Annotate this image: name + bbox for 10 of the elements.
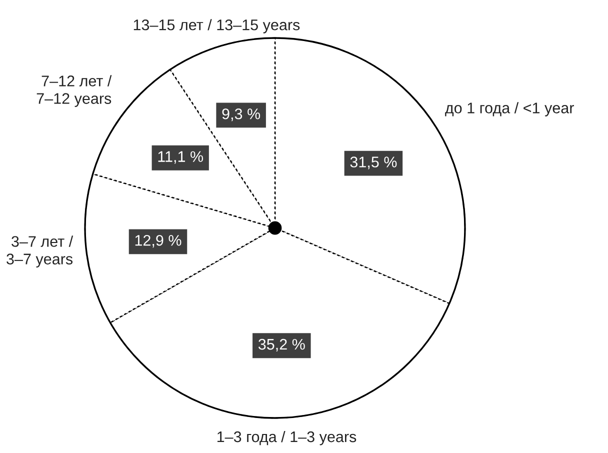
slice-label: 13–15 лет / 13–15 years <box>134 19 300 34</box>
data-label: 31,5 % <box>350 156 397 170</box>
data-label: 12,9 % <box>135 234 182 248</box>
data-label: 11,1 % <box>158 151 204 164</box>
slice-label: 7–12 лет / 7–12 years <box>36 75 112 107</box>
data-label: 9,3 % <box>222 108 260 122</box>
slice-label: 1–3 года / 1–3 years <box>217 430 356 446</box>
slice-label: 3–7 лет / 3–7 years <box>6 236 74 268</box>
slice-label: до 1 года / <1 year <box>445 102 574 116</box>
data-label: 35,2 % <box>258 338 305 352</box>
